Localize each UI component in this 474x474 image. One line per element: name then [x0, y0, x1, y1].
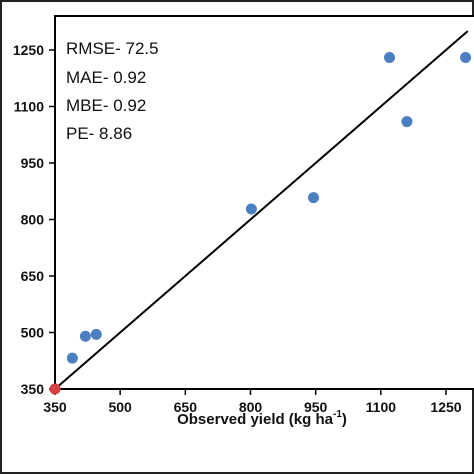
x-tick-label: 350 [43, 399, 67, 415]
data-point [66, 352, 78, 364]
x-tick-label: 500 [108, 399, 132, 415]
x-axis-title-sup: -1 [333, 409, 342, 420]
data-points [49, 52, 472, 395]
data-point [384, 52, 396, 64]
stat-pe: PE- 8.86 [66, 124, 132, 143]
x-axis-ticks: 350 500 650 800 950 1100 1250 [43, 389, 462, 415]
data-point [307, 192, 319, 204]
x-axis-title-main: Observed yield (kg ha [177, 411, 334, 428]
x-tick-label: 1250 [430, 399, 461, 415]
data-point [245, 203, 257, 215]
data-point [79, 330, 91, 342]
stat-mbe: MBE- 0.92 [66, 96, 146, 115]
stats-box: RMSE- 72.5 MAE- 0.92 MBE- 0.92 PE- 8.86 [66, 39, 159, 143]
y-tick-label: 1100 [14, 99, 45, 115]
origin-point [49, 383, 61, 395]
y-axis-ticks: 350 500 650 800 950 1100 1250 [13, 42, 55, 397]
fit-line-group [54, 30, 469, 390]
y-tick-label: 500 [21, 325, 45, 341]
data-point [401, 116, 413, 128]
data-point [460, 52, 472, 64]
stat-mae: MAE- 0.92 [66, 68, 146, 87]
y-tick-label: 350 [21, 381, 45, 397]
stat-rmse: RMSE- 72.5 [66, 39, 159, 58]
y-tick-label: 650 [21, 268, 45, 284]
x-tick-label: 800 [239, 399, 263, 415]
y-tick-label: 950 [21, 155, 45, 171]
x-axis-title: Observed yield (kg ha-1) [177, 409, 347, 428]
one-to-one-line [54, 30, 469, 390]
x-tick-label: 1100 [366, 399, 397, 415]
y-tick-label: 800 [21, 212, 45, 228]
plot-frame [54, 15, 474, 390]
data-point [90, 328, 102, 340]
x-tick-label: 650 [174, 399, 198, 415]
y-tick-label: 1250 [13, 42, 44, 58]
x-axis-title-close: ) [342, 411, 347, 428]
x-tick-label: 950 [304, 399, 328, 415]
